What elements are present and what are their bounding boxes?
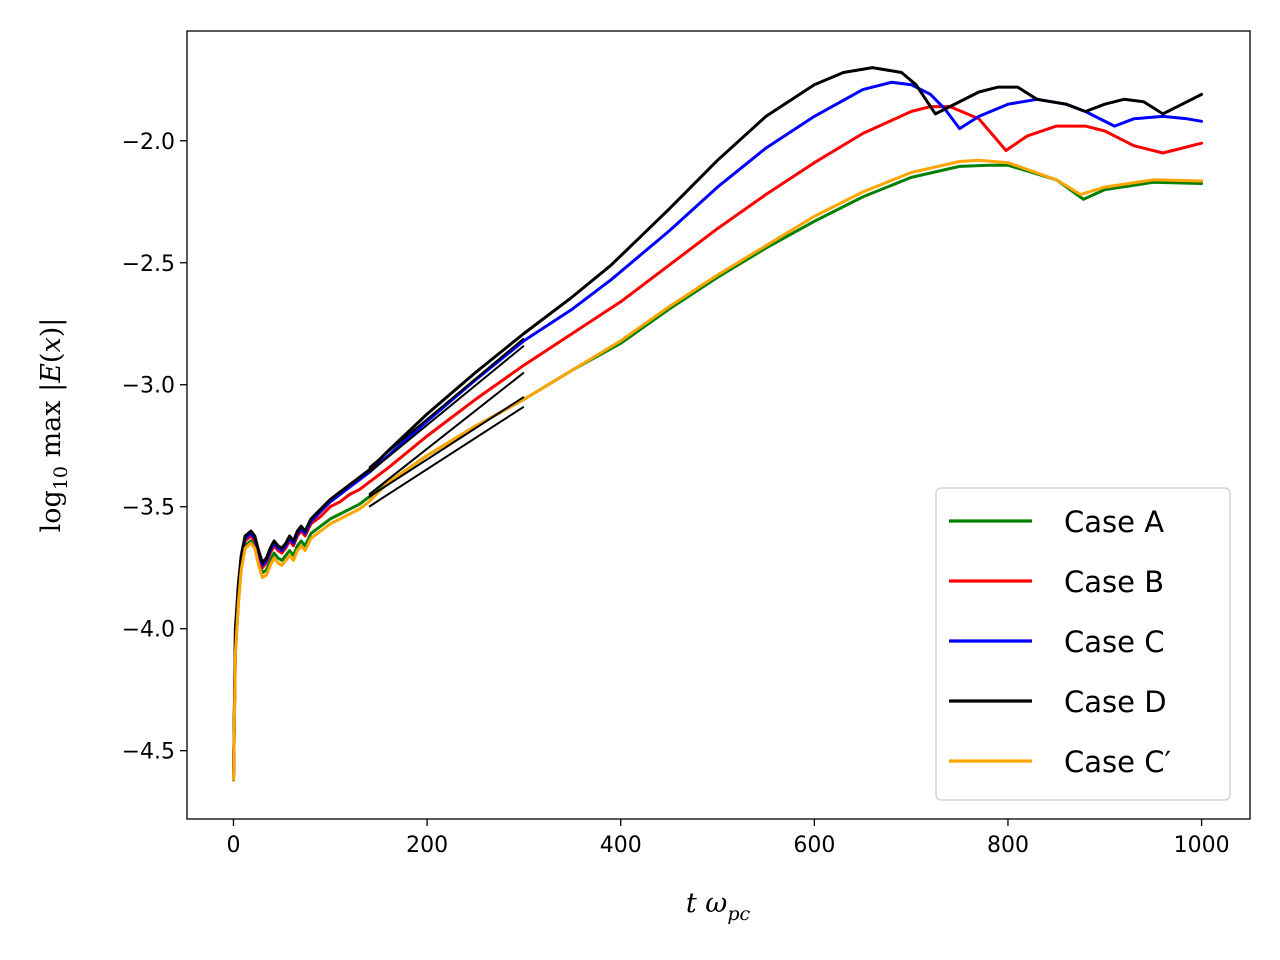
y-tick-label: −2.5 (122, 252, 175, 277)
plot-frame (186, 30, 1251, 820)
legend: Case A Case B Case C Case D Case C′ (935, 487, 1231, 801)
y-axis-label: log10 max |E(x)| (36, 318, 72, 533)
x-axis: 0 200 400 600 800 1000 (226, 819, 1230, 858)
legend-label-case-d: Case D (1064, 685, 1167, 719)
series-line-case-c- (232, 158, 1204, 782)
y-tick-label: −2.0 (122, 130, 175, 155)
series-line-case-c (232, 80, 1204, 782)
fit-B-line (368, 371, 525, 496)
fit-layer (368, 337, 525, 508)
x-tick-label: 0 (226, 833, 240, 858)
legend-label-case-a: Case A (1064, 505, 1164, 539)
series-line-case-b (232, 105, 1204, 782)
legend-label-case-b: Case B (1064, 565, 1164, 599)
fit-C-line (368, 344, 525, 474)
x-tick-label: 1000 (1174, 833, 1230, 858)
series-layer (232, 66, 1204, 782)
x-tick-label: 400 (600, 833, 642, 858)
legend-box (935, 487, 1231, 801)
y-tick-label: −4.0 (122, 618, 175, 643)
y-tick-label: −3.0 (122, 374, 175, 399)
fit-Cprime-line (368, 396, 525, 498)
series-line-case-d (232, 66, 1204, 782)
x-tick-label: 600 (793, 833, 835, 858)
x-axis-label: t ωpc (686, 888, 751, 925)
legend-label-case-c-: Case C′ (1064, 745, 1171, 779)
fit-A-line (368, 405, 525, 508)
y-axis: −4.5 −4.0 −3.5 −3.0 −2.5 −2.0 (122, 130, 187, 765)
fit-D-line (368, 337, 525, 469)
x-tick-label: 800 (987, 833, 1029, 858)
x-tick-label: 200 (406, 833, 448, 858)
legend-label-case-c: Case C (1064, 625, 1164, 659)
y-tick-label: −4.5 (122, 740, 175, 765)
y-tick-label: −3.5 (122, 496, 175, 521)
